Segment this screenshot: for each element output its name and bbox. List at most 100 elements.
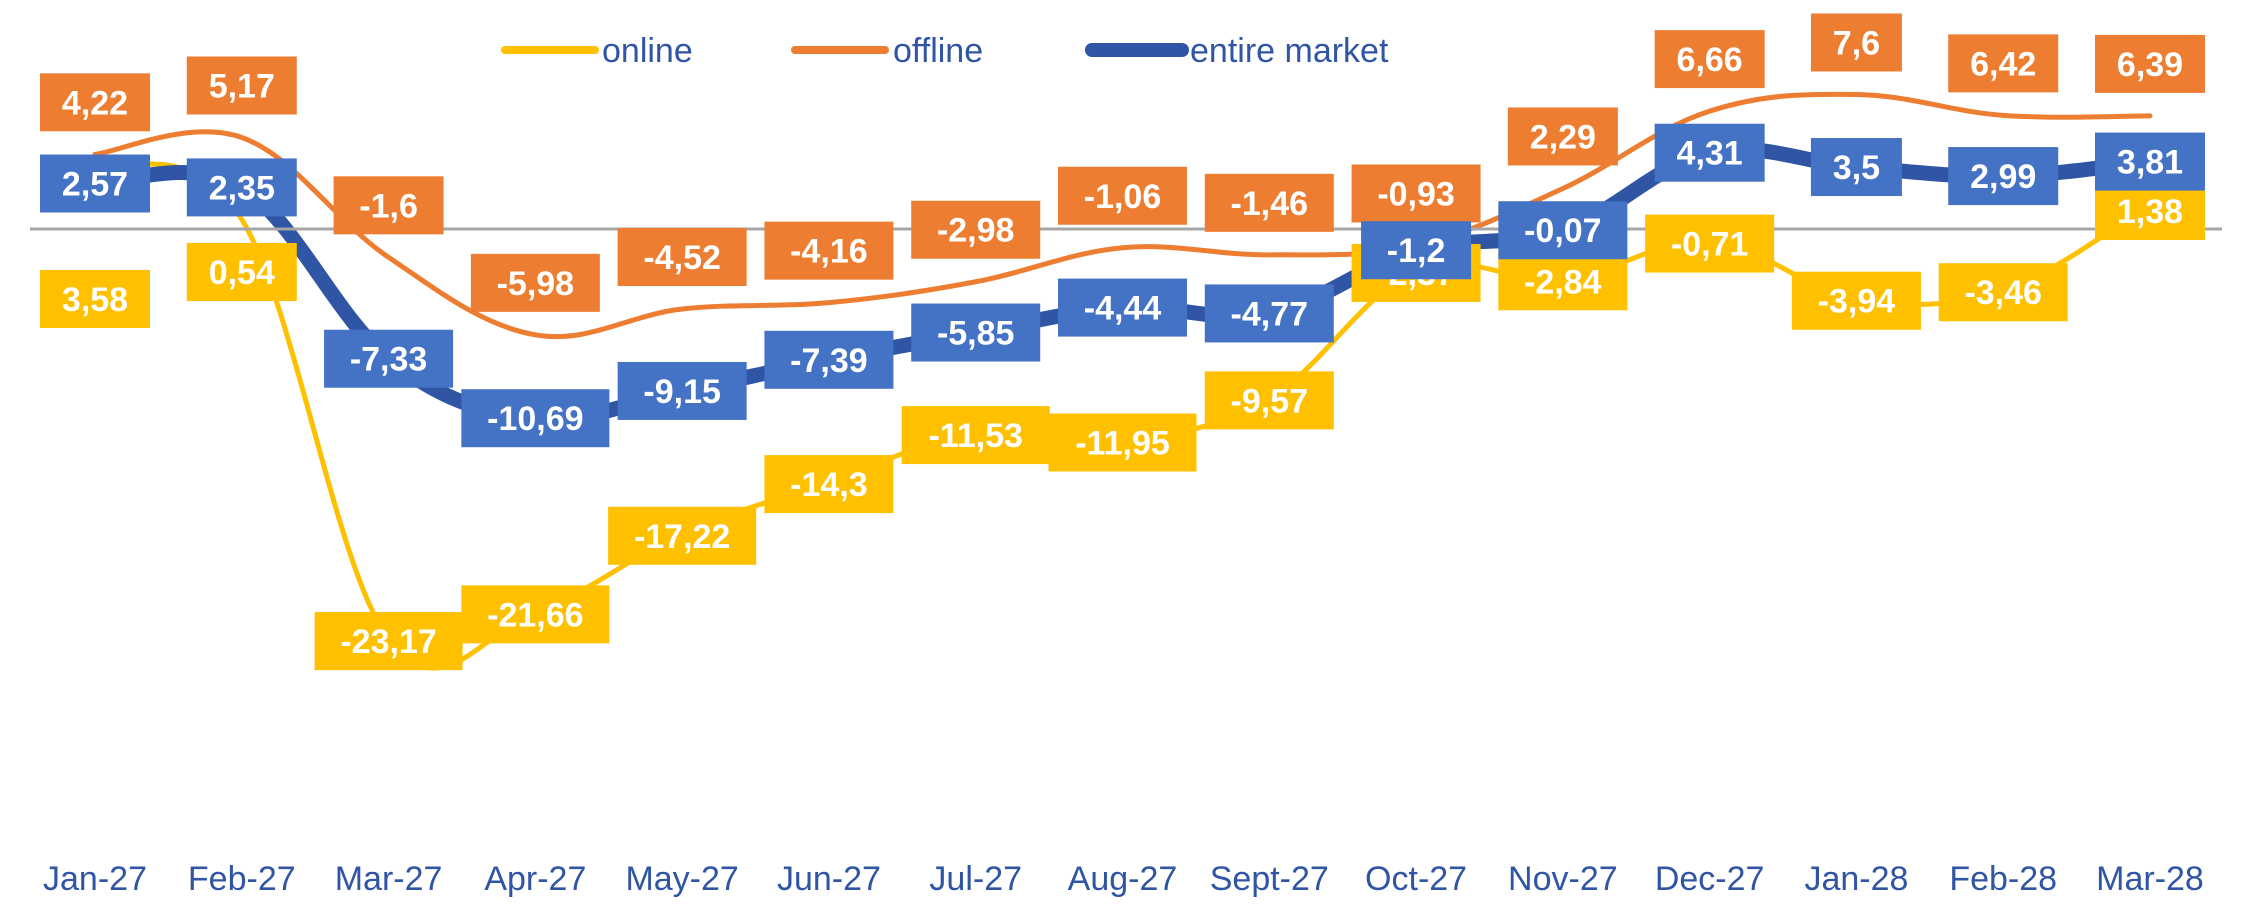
data-label-text: 1,38 <box>2117 193 2183 231</box>
data-label-box <box>324 329 454 388</box>
data-label-text: -10,69 <box>487 400 583 438</box>
data-labels: 3,58 0,54 -23,17 -21,66 -17,22 -14,3 -11,53 -11… <box>40 13 2205 671</box>
data-label-text: -5,85 <box>937 315 1015 353</box>
data-label-box <box>1351 164 1481 223</box>
data-label-text: -0,71 <box>1671 226 1749 264</box>
data-label-box <box>40 270 150 328</box>
x-axis-ticks: Jan-27 Feb-27 Mar-27 Apr-27 May-27 Jun-27 Jul-… <box>43 860 2204 898</box>
series-line-offline <box>92 91 2153 340</box>
data-label-offline: -5,98 <box>470 253 600 312</box>
data-label-box <box>1948 34 2059 93</box>
data-label-online: -11,53 <box>901 406 1050 465</box>
x-tick-label: Sept-27 <box>1210 860 1329 898</box>
data-label-offline: 6,39 <box>2095 34 2205 93</box>
data-label-text: -1,46 <box>1231 185 1309 223</box>
data-label-entire: 2,57 <box>40 154 150 213</box>
data-label-box <box>2095 132 2205 191</box>
legend-item-offline: offline <box>791 32 983 70</box>
x-tick-label: Jan-27 <box>43 860 147 898</box>
data-label-entire: -4,77 <box>1204 284 1334 343</box>
data-label-text: 3,5 <box>1833 149 1880 187</box>
data-label-box <box>1810 13 1902 72</box>
data-label-entire: -7,39 <box>764 330 894 389</box>
data-label-box <box>186 56 297 115</box>
data-label-box <box>1058 278 1187 337</box>
data-label-entire: 2,99 <box>1948 147 2059 206</box>
data-label-offline: 4,22 <box>40 73 150 132</box>
data-label-text: 2,99 <box>1970 158 2036 196</box>
data-label-text: -7,39 <box>790 342 868 380</box>
data-label-entire: -5,85 <box>911 303 1041 362</box>
data-label-box <box>1361 221 1472 280</box>
data-label-entire: -7,33 <box>324 329 454 388</box>
x-tick-label: May-27 <box>625 860 738 898</box>
data-label-box <box>1498 201 1628 260</box>
data-label-box <box>1048 413 1197 472</box>
x-tick-label: Mar-28 <box>2096 860 2204 898</box>
data-label-box <box>1645 214 1775 273</box>
data-label-text: 6,66 <box>1677 41 1743 79</box>
x-tick-label: Aug-27 <box>1068 860 1178 898</box>
data-label-text: -0,93 <box>1377 175 1455 213</box>
data-label-text: 4,31 <box>1677 135 1743 173</box>
x-tick-label: Jun-27 <box>777 860 881 898</box>
data-label-text: -1,2 <box>1387 232 1446 270</box>
data-label-text: -4,44 <box>1084 290 1162 328</box>
data-label-online: 3,58 <box>40 270 150 328</box>
data-label-box <box>333 176 444 235</box>
legend: online offline entire market <box>501 32 1389 70</box>
data-label-text: -11,95 <box>1075 425 1170 463</box>
data-label-box <box>764 455 894 514</box>
data-label-text: 4,22 <box>62 84 128 122</box>
data-label-online: -9,57 <box>1204 371 1334 430</box>
data-label-online: -21,66 <box>461 585 610 644</box>
data-label-text: 2,35 <box>209 169 275 207</box>
x-tick-label: Dec-27 <box>1655 860 1765 898</box>
data-label-box <box>1204 284 1334 343</box>
x-tick-label: Oct-27 <box>1365 860 1467 898</box>
data-label-text: -5,98 <box>497 265 575 303</box>
legend-label-offline: offline <box>893 32 983 70</box>
data-label-online: -0,71 <box>1645 214 1775 273</box>
data-label-entire: 4,31 <box>1654 123 1765 182</box>
data-label-offline: -4,16 <box>764 221 894 280</box>
data-label-text: -4,77 <box>1231 295 1309 333</box>
data-label-entire: -9,15 <box>617 361 747 420</box>
data-label-box <box>911 303 1041 362</box>
data-label-online: 1,38 <box>2095 182 2205 240</box>
data-label-box <box>608 506 757 565</box>
data-label-text: -4,52 <box>643 239 721 277</box>
data-label-offline: -0,93 <box>1351 164 1481 223</box>
data-label-box <box>186 243 297 301</box>
x-tick-label: Jul-27 <box>929 860 1022 898</box>
data-label-offline: 7,6 <box>1810 13 1902 72</box>
data-label-text: 0,54 <box>209 254 275 292</box>
x-tick-label: Mar-27 <box>335 860 443 898</box>
data-label-box <box>1058 166 1187 225</box>
data-label-text: -21,66 <box>487 596 583 634</box>
data-label-online: -2,84 <box>1498 252 1628 311</box>
data-label-online: -14,3 <box>764 455 894 514</box>
data-label-box <box>1507 107 1618 166</box>
data-label-text: 3,58 <box>62 281 128 319</box>
data-label-box <box>1948 147 2059 206</box>
data-label-text: -17,22 <box>634 518 730 556</box>
data-label-offline: -4,52 <box>617 228 747 287</box>
data-label-box <box>764 330 894 389</box>
data-label-box <box>1791 271 1921 330</box>
data-label-online: -11,95 <box>1048 413 1197 472</box>
data-label-offline: -1,06 <box>1058 166 1187 225</box>
x-tick-label: Apr-27 <box>484 860 586 898</box>
data-label-box <box>901 406 1050 465</box>
data-label-box <box>461 585 610 644</box>
data-label-text: -1,6 <box>359 187 418 225</box>
data-label-text: 6,39 <box>2117 46 2183 84</box>
data-label-offline: 6,42 <box>1948 34 2059 93</box>
data-label-entire: 3,81 <box>2095 132 2205 191</box>
data-label-box <box>2095 34 2205 93</box>
data-label-offline: -2,98 <box>911 200 1041 259</box>
data-label-entire: -10,69 <box>461 389 610 448</box>
data-label-text: -4,16 <box>790 233 868 271</box>
data-label-box <box>1654 123 1765 182</box>
